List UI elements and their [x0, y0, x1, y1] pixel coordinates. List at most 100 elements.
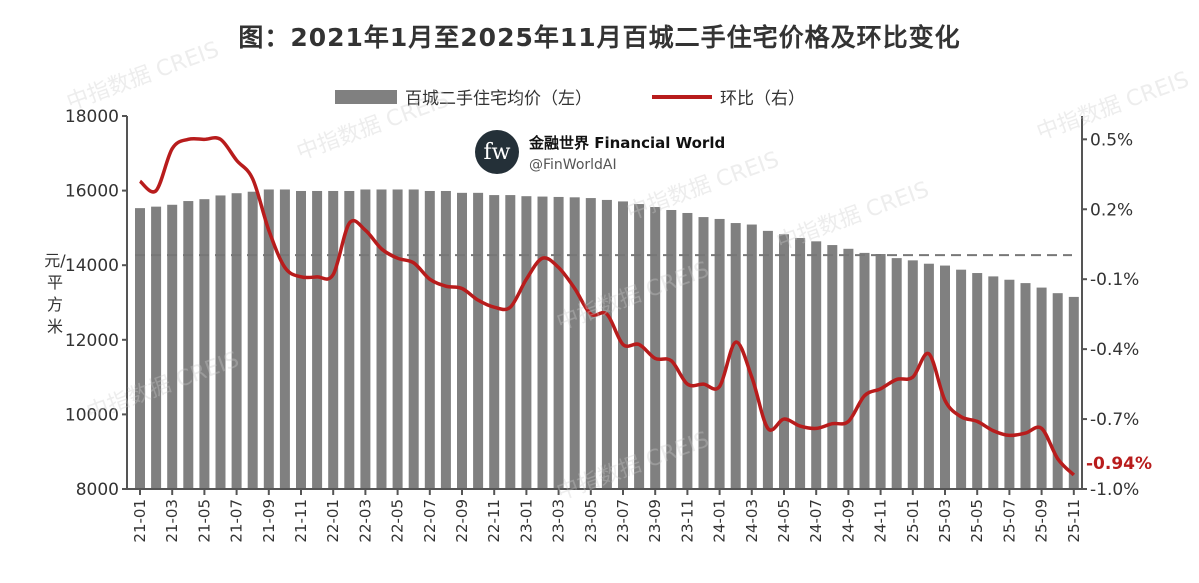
creis-watermark: 中指数据 CREIS [774, 177, 933, 255]
bar [1068, 296, 1079, 489]
y-tick-label: 8000 [76, 480, 119, 500]
bar [988, 276, 999, 489]
bar [231, 193, 242, 489]
x-tick-label: 22-01 [324, 499, 342, 543]
x-tick-label: 25-11 [1065, 499, 1083, 543]
y2-tick-label: -0.7% [1090, 410, 1139, 430]
bar [940, 265, 950, 489]
bar [795, 237, 806, 489]
bar [279, 189, 290, 489]
x-tick-label: 21-09 [260, 499, 278, 543]
bar [505, 195, 516, 490]
x-tick-label: 22-11 [485, 499, 503, 543]
x-tick-label: 24-05 [775, 499, 793, 543]
x-tick-label: 24-11 [872, 499, 890, 543]
mom-change-line [138, 136, 1076, 477]
bar [1004, 279, 1015, 489]
brand-name: 金融世界 Financial World [529, 133, 726, 152]
bar [553, 196, 564, 490]
y-tick-label: 16000 [65, 182, 119, 202]
x-tick-label: 23-03 [550, 499, 568, 543]
y-tick-label: 12000 [65, 331, 119, 351]
y-tick-label: 10000 [65, 405, 119, 425]
creis-watermark: 中指数据 CREIS [294, 87, 453, 165]
bar [859, 252, 870, 489]
bar [923, 263, 934, 489]
y2-tick-label: 0.2% [1090, 200, 1133, 220]
bar [875, 254, 886, 489]
x-tick-label: 22-03 [356, 499, 374, 543]
brand-handle: @FinWorldAI [529, 156, 617, 173]
bar [779, 234, 789, 489]
bar [585, 198, 596, 489]
y2-tick-label: -0.4% [1090, 340, 1139, 360]
x-tick-label: 22-09 [453, 499, 471, 543]
bar [650, 207, 661, 489]
y2-tick-label: 0.5% [1090, 130, 1133, 150]
x-tick-label: 21-03 [163, 499, 181, 543]
bar [1052, 293, 1063, 489]
bar [296, 190, 306, 489]
x-tick-label: 24-01 [711, 499, 729, 543]
bar [972, 273, 983, 489]
bar [183, 201, 194, 489]
bar [843, 248, 854, 489]
x-tick-label: 22-07 [421, 499, 439, 543]
bar [424, 190, 435, 489]
x-tick-label: 23-01 [517, 499, 535, 543]
x-tick-label: 21-11 [292, 499, 310, 543]
bar [682, 212, 693, 490]
bar [827, 245, 838, 489]
bar [811, 241, 822, 489]
bar [344, 190, 355, 489]
legend: 百城二手住宅均价（左） 环比（右） [335, 84, 805, 109]
bar [714, 218, 725, 489]
x-tick-label: 24-09 [839, 499, 857, 543]
last-value-annotation: -0.94% [1086, 454, 1152, 474]
x-tick-label: 24-03 [743, 499, 761, 543]
bar [312, 190, 323, 489]
y2-tick-label: -1.0% [1090, 480, 1139, 500]
y-axis-label: 元/平方米 [44, 251, 66, 336]
x-tick-label: 25-07 [1000, 499, 1018, 543]
bar [537, 196, 548, 489]
bar [199, 199, 210, 489]
y-tick-label: 18000 [65, 107, 119, 127]
bar [473, 192, 484, 489]
bar [328, 190, 339, 489]
bar [376, 189, 387, 489]
chart-title: 图：2021年1月至2025年11月百城二手住宅价格及环比变化 [238, 23, 961, 52]
x-tick-label: 25-03 [936, 499, 954, 543]
bar [730, 223, 741, 489]
y2-tick-label: -0.1% [1090, 270, 1139, 290]
bar [247, 191, 258, 489]
bar [891, 258, 902, 489]
bar [215, 195, 226, 489]
x-tick-label: 21-05 [195, 499, 213, 543]
bar [167, 204, 178, 490]
legend-bar-swatch [335, 89, 397, 104]
bar [521, 196, 532, 489]
legend-bar-label: 百城二手住宅均价（左） [405, 89, 592, 109]
bar [601, 199, 612, 490]
x-tick-label: 24-07 [807, 499, 825, 543]
bar [392, 189, 403, 489]
x-tick-label: 21-01 [131, 499, 149, 543]
bar [151, 206, 162, 489]
bar [489, 195, 500, 490]
bar [569, 197, 580, 489]
x-tick-label: 25-01 [904, 499, 922, 543]
bar [666, 209, 677, 489]
brand-logo: fw [475, 130, 519, 174]
bar [634, 204, 645, 489]
x-tick-label: 21-07 [228, 499, 246, 543]
x-tick-label: 25-09 [1033, 499, 1051, 543]
bar [457, 192, 467, 489]
bar [408, 189, 419, 489]
x-tick-label: 23-11 [678, 499, 696, 543]
x-tick-label: 22-05 [389, 499, 407, 543]
bar [746, 224, 757, 489]
x-tick-label: 25-05 [968, 499, 986, 543]
x-tick-label: 23-05 [582, 499, 600, 543]
